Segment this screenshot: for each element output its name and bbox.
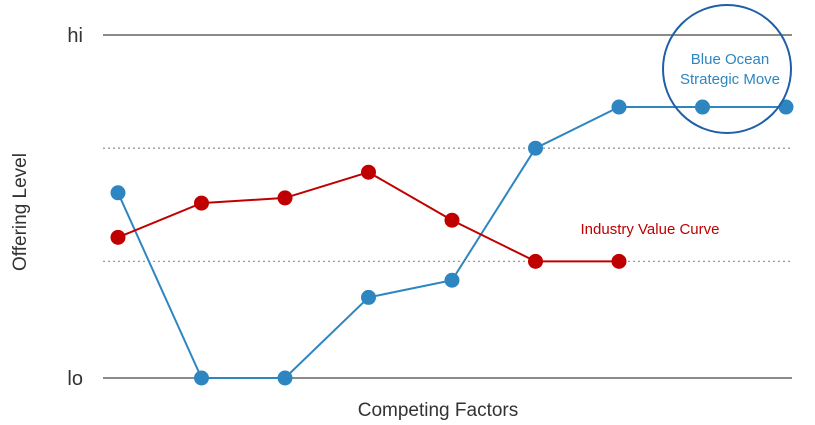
data-point bbox=[695, 99, 710, 115]
data-point bbox=[110, 185, 126, 201]
series-line bbox=[117, 171, 619, 263]
data-point bbox=[277, 370, 293, 386]
data-point bbox=[778, 99, 794, 115]
data-point bbox=[110, 229, 126, 245]
y-tick-label-lo: lo bbox=[67, 368, 83, 390]
annotation-text: Strategic Move bbox=[680, 71, 780, 88]
data-point bbox=[361, 164, 376, 180]
data-point bbox=[277, 190, 293, 206]
data-point bbox=[528, 140, 543, 156]
data-point bbox=[528, 253, 543, 269]
annotation-text: Industry Value Curve bbox=[581, 221, 720, 238]
series-industry-value-curve bbox=[110, 164, 627, 269]
annotations: Industry Value Curve Blue Ocean Strategic … bbox=[581, 4, 792, 238]
data-point bbox=[194, 370, 209, 386]
y-axis-label: Offering Level bbox=[10, 153, 31, 271]
series-blue-ocean-move bbox=[110, 99, 794, 386]
blue-ocean-annotation: Blue Ocean Strategic Move bbox=[662, 4, 792, 134]
data-point bbox=[611, 99, 627, 115]
highlight-circle bbox=[662, 4, 792, 134]
x-axis-label: Competing Factors bbox=[358, 400, 519, 421]
annotation-text: Blue Ocean bbox=[691, 51, 769, 68]
data-point bbox=[194, 195, 209, 211]
data-point bbox=[444, 272, 460, 288]
y-tick-label-hi: hi bbox=[67, 25, 83, 47]
data-point bbox=[611, 253, 627, 269]
data-point bbox=[361, 289, 376, 305]
axis-labels: Competing Factors Offering Level bbox=[10, 153, 518, 421]
industry-curve-annotation: Industry Value Curve bbox=[581, 221, 720, 238]
series-layer bbox=[110, 99, 794, 386]
data-point bbox=[444, 212, 460, 228]
